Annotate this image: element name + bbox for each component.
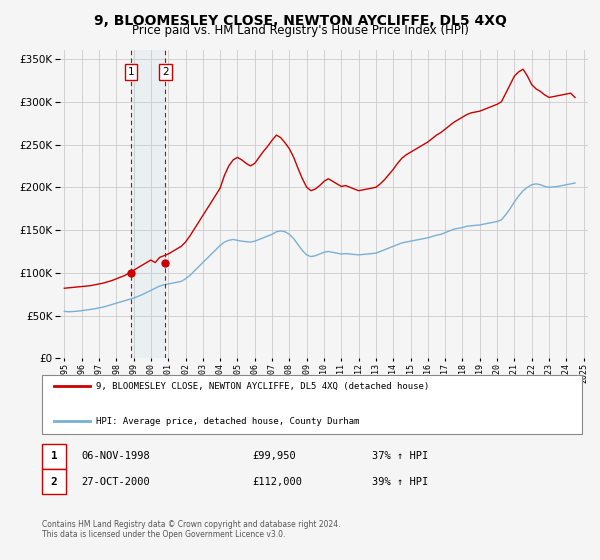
Text: £112,000: £112,000 — [252, 477, 302, 487]
Text: 27-OCT-2000: 27-OCT-2000 — [81, 477, 150, 487]
Text: 2: 2 — [162, 67, 169, 77]
Bar — [131, 50, 165, 358]
Text: Price paid vs. HM Land Registry's House Price Index (HPI): Price paid vs. HM Land Registry's House … — [131, 24, 469, 37]
Text: 1: 1 — [50, 451, 58, 461]
Text: 06-NOV-1998: 06-NOV-1998 — [81, 451, 150, 461]
Text: 1: 1 — [128, 67, 134, 77]
Text: 39% ↑ HPI: 39% ↑ HPI — [372, 477, 428, 487]
Text: HPI: Average price, detached house, County Durham: HPI: Average price, detached house, Coun… — [96, 417, 359, 426]
Text: 9, BLOOMESLEY CLOSE, NEWTON AYCLIFFE, DL5 4XQ (detached house): 9, BLOOMESLEY CLOSE, NEWTON AYCLIFFE, DL… — [96, 382, 429, 391]
Text: 2: 2 — [50, 477, 58, 487]
Text: 37% ↑ HPI: 37% ↑ HPI — [372, 451, 428, 461]
Text: 9, BLOOMESLEY CLOSE, NEWTON AYCLIFFE, DL5 4XQ: 9, BLOOMESLEY CLOSE, NEWTON AYCLIFFE, DL… — [94, 14, 506, 28]
Text: Contains HM Land Registry data © Crown copyright and database right 2024.
This d: Contains HM Land Registry data © Crown c… — [42, 520, 341, 539]
Text: £99,950: £99,950 — [252, 451, 296, 461]
